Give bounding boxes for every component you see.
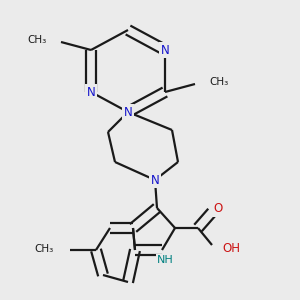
Text: OH: OH: [222, 242, 240, 254]
Text: CH₃: CH₃: [35, 244, 54, 254]
Text: N: N: [124, 106, 132, 118]
Text: O: O: [213, 202, 223, 215]
Text: CH₃: CH₃: [28, 35, 47, 45]
Text: N: N: [87, 85, 95, 98]
Text: NH: NH: [157, 255, 173, 265]
Text: N: N: [160, 44, 169, 56]
Text: CH₃: CH₃: [209, 77, 228, 87]
Text: N: N: [151, 173, 159, 187]
